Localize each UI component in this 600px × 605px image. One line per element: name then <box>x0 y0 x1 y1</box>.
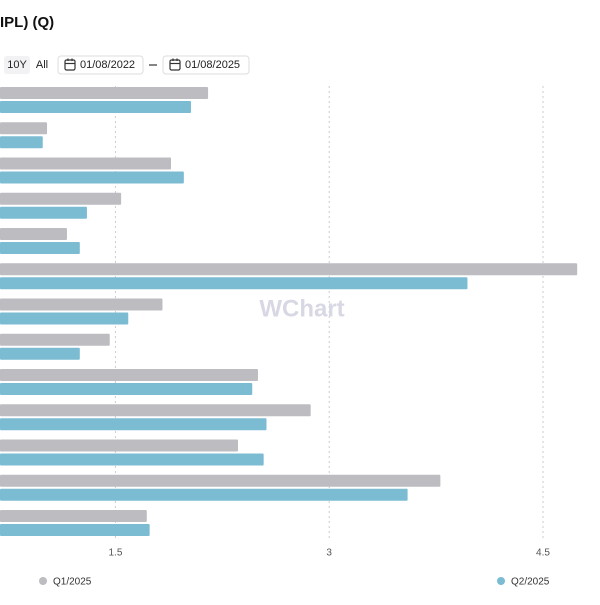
chart-title: IPL) (Q) <box>0 14 54 31</box>
bar <box>0 404 311 417</box>
bar <box>0 136 43 149</box>
legend-label: Q1/2025 <box>53 577 92 588</box>
bar <box>0 87 209 99</box>
watermark: WChart <box>259 295 344 322</box>
bar <box>0 510 147 522</box>
bar <box>0 524 150 536</box>
date-input[interactable] <box>162 55 250 75</box>
bar <box>0 171 184 184</box>
legend-marker <box>39 577 47 585</box>
start-date[interactable]: 01/08/2022 <box>80 59 135 71</box>
bar <box>0 383 253 395</box>
bar <box>0 488 408 501</box>
bar <box>0 333 110 346</box>
calendar-icon <box>64 58 76 71</box>
bar <box>0 192 122 205</box>
bar <box>0 263 578 276</box>
bar <box>0 439 239 452</box>
bar <box>0 277 468 290</box>
bar <box>0 206 87 219</box>
bar <box>0 157 172 170</box>
bar <box>0 242 80 254</box>
x-tick-label: 4.5 <box>536 548 550 559</box>
calendar-icon <box>169 58 181 71</box>
x-tick-label: 3 <box>326 548 332 559</box>
bar <box>0 122 48 135</box>
end-date[interactable]: 01/08/2025 <box>185 59 240 71</box>
bar <box>0 101 191 113</box>
legend-label: Q2/2025 <box>511 577 550 588</box>
range-label[interactable]: 10Y <box>7 59 27 71</box>
range-label[interactable]: All <box>36 59 48 71</box>
date-input[interactable] <box>57 55 144 75</box>
bar <box>0 228 67 240</box>
bar <box>0 312 129 325</box>
bar <box>0 474 441 487</box>
bar <box>0 453 264 466</box>
bar <box>0 347 80 360</box>
legend-marker <box>497 577 505 585</box>
bar <box>0 418 267 431</box>
bar <box>0 298 163 311</box>
bar <box>0 369 258 381</box>
range-button[interactable] <box>4 56 30 74</box>
x-tick-label: 1.5 <box>108 548 122 559</box>
